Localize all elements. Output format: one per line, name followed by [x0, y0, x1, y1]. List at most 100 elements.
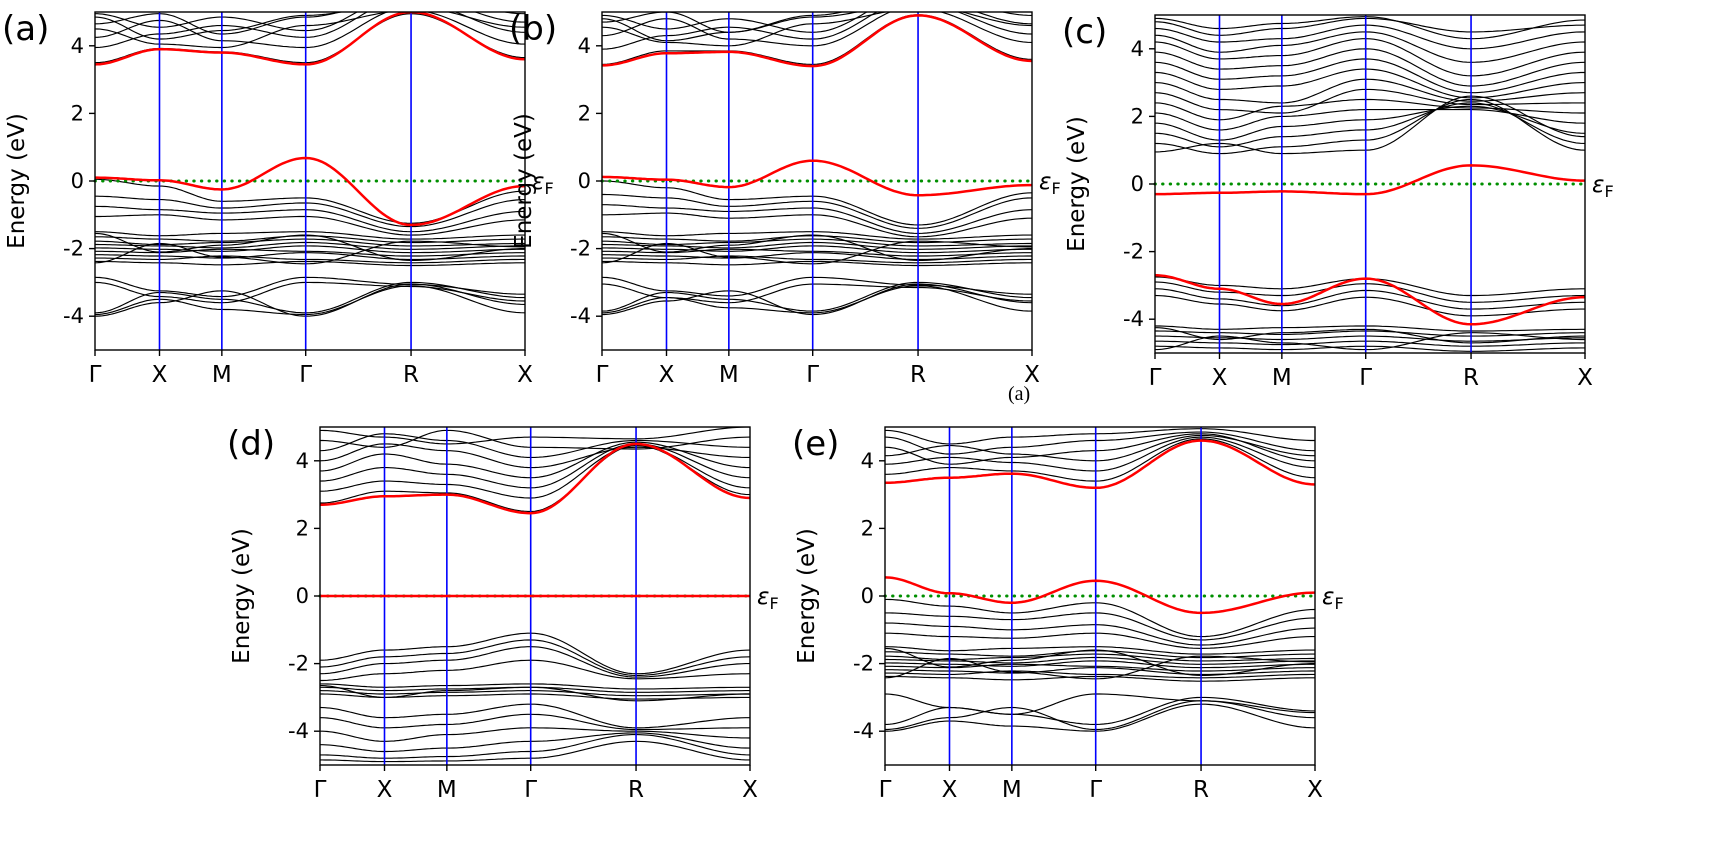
- band-line: [320, 632, 750, 675]
- band-line: [1155, 48, 1585, 87]
- k-point-label: Γ: [879, 777, 892, 803]
- highlight-bands: [320, 442, 750, 598]
- band-line: [602, 12, 1032, 47]
- band-line: [95, 12, 525, 40]
- y-axis-title: Energy (eV): [1064, 116, 1090, 252]
- y-tick-label: 4: [861, 449, 874, 473]
- band-line: [602, 281, 1032, 312]
- k-point-label: R: [1463, 365, 1479, 391]
- k-point-label: X: [377, 777, 393, 803]
- band-line: [95, 281, 525, 314]
- band-line: [95, 195, 525, 228]
- band-line: [885, 696, 1315, 725]
- panel-label: (a): [2, 9, 49, 49]
- band-line: [1155, 88, 1585, 114]
- band-line: [1155, 17, 1585, 36]
- band-line: [1155, 109, 1585, 131]
- panel-a-band-structure: -4 -2 0 2 4 Γ X M Γ R X Energy (eV) (a) εF: [0, 0, 583, 400]
- y-tick-label: 0: [71, 169, 84, 193]
- band-line: [602, 255, 1032, 264]
- band-line: [602, 180, 1032, 226]
- y-axis: -4 -2 0 2 4: [853, 449, 885, 743]
- band-line: [1155, 330, 1585, 337]
- band-line: [95, 260, 525, 267]
- band-line: [885, 660, 1315, 669]
- y-axis-title: Energy (eV): [511, 113, 537, 249]
- y-tick-label: 0: [1131, 172, 1144, 196]
- band-line: [1155, 68, 1585, 99]
- band-line: [885, 675, 1315, 682]
- highlight-bands: [885, 439, 1315, 615]
- band-line: [885, 598, 1315, 638]
- band-line: [320, 740, 750, 763]
- y-tick-label: 2: [296, 516, 309, 540]
- band-structure-plot-a: -4 -2 0 2 4 Γ X M Γ R X Energy (eV) (a) εF: [2, 9, 583, 388]
- band-line: [95, 281, 525, 304]
- fermi-level-label: εF: [1592, 172, 1614, 201]
- k-point-label: X: [1307, 777, 1323, 803]
- fermi-level-label: εF: [1039, 169, 1061, 198]
- y-axis: -4 -2 0 2 4: [288, 449, 320, 743]
- highlight-band-line: [1155, 274, 1585, 326]
- band-line: [1155, 325, 1585, 332]
- band-line: [885, 647, 1315, 676]
- band-structure-plot-d: -4 -2 0 2 4 Γ X M Γ R X Energy (eV) (d) εF: [227, 424, 808, 803]
- band-line: [1155, 95, 1585, 155]
- band-line: [602, 241, 1032, 250]
- band-line: [95, 12, 525, 49]
- band-line: [1155, 340, 1585, 347]
- band-line: [95, 240, 525, 265]
- band-line: [602, 12, 1032, 33]
- band-line: [95, 12, 525, 32]
- band-line: [320, 685, 750, 702]
- y-axis: -4 -2 0 2 4: [1123, 37, 1155, 331]
- band-line: [320, 443, 750, 489]
- highlight-band-line: [95, 12, 525, 66]
- band-line: [320, 732, 750, 753]
- band-line: [320, 639, 750, 676]
- band-line: [1155, 16, 1585, 40]
- k-point-label: Γ: [314, 777, 327, 803]
- band-line: [95, 248, 525, 257]
- highlight-band-line: [602, 159, 1032, 197]
- k-point-label: X: [942, 777, 958, 803]
- band-line: [1155, 281, 1585, 303]
- k-point-label: R: [910, 362, 926, 388]
- y-tick-label: 2: [578, 101, 591, 125]
- k-point-lines: [665, 12, 919, 350]
- panel-d-band-structure: -4 -2 0 2 4 Γ X M Γ R X Energy (eV) (d) εF: [225, 415, 808, 815]
- band-line: [885, 646, 1315, 655]
- k-point-lines: [1218, 15, 1472, 353]
- highlight-band-line: [885, 576, 1315, 615]
- band-line: [95, 205, 525, 233]
- band-line: [320, 690, 750, 697]
- y-tick-label: 0: [578, 169, 591, 193]
- band-line: [602, 260, 1032, 267]
- panel-label: (d): [227, 424, 275, 464]
- k-point-label: X: [1212, 365, 1228, 391]
- band-line: [320, 659, 750, 682]
- band-line: [1155, 58, 1585, 94]
- panel-label: (c): [1062, 12, 1107, 52]
- band-line: [320, 646, 750, 678]
- band-line: [95, 255, 525, 264]
- band-line: [602, 193, 1032, 229]
- band-line: [602, 212, 1032, 238]
- band-line: [602, 12, 1032, 42]
- y-tick-label: 4: [1131, 37, 1144, 61]
- black-bands: [1155, 16, 1585, 352]
- band-line: [95, 231, 525, 240]
- band-line: [1155, 24, 1585, 50]
- band-line: [320, 433, 750, 458]
- band-line: [602, 232, 1032, 261]
- band-line: [95, 235, 525, 244]
- k-point-label: Γ: [596, 362, 609, 388]
- y-tick-label: -4: [288, 719, 309, 743]
- k-point-label: X: [659, 362, 675, 388]
- k-point-label: Γ: [299, 362, 312, 388]
- band-line: [1155, 335, 1585, 342]
